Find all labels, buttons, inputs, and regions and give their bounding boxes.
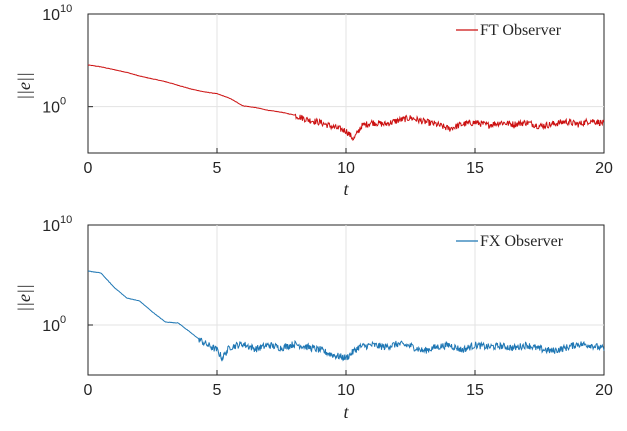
x-tick-label: 20 bbox=[595, 382, 613, 399]
x-tick-label: 10 bbox=[337, 160, 355, 177]
series-line-ft-observer bbox=[87, 64, 605, 142]
y-tick-exponent: 10 bbox=[60, 3, 72, 15]
x-tick-label: 15 bbox=[466, 382, 484, 399]
y-tick-exponent: 0 bbox=[60, 314, 66, 326]
x-tick-label: 20 bbox=[595, 160, 613, 177]
x-tick-label: 0 bbox=[84, 160, 93, 177]
y-axis-label: ||e|| bbox=[14, 72, 34, 100]
x-tick-label: 5 bbox=[213, 160, 222, 177]
x-axis-label: t bbox=[343, 179, 349, 199]
series-line-fx-observer bbox=[87, 270, 605, 362]
x-tick-label: 5 bbox=[213, 382, 222, 399]
legend-label: FT Observer bbox=[480, 22, 562, 39]
legend: FX Observer bbox=[456, 233, 564, 250]
y-tick-label: 10 bbox=[42, 218, 60, 235]
x-ticks: 0 5 10 15 20 bbox=[84, 370, 613, 399]
series-layer bbox=[87, 64, 605, 142]
legend: FT Observer bbox=[456, 22, 562, 39]
y-tick-exponent: 10 bbox=[60, 214, 72, 226]
y-axis-label: ||e|| bbox=[14, 284, 34, 312]
legend-label: FX Observer bbox=[480, 233, 564, 250]
grid bbox=[88, 225, 604, 375]
y-tick-exponent: 0 bbox=[60, 96, 66, 108]
series-layer bbox=[87, 270, 605, 362]
x-tick-label: 0 bbox=[84, 382, 93, 399]
y-tick-label: 10 bbox=[42, 318, 60, 335]
x-tick-label: 15 bbox=[466, 160, 484, 177]
x-tick-label: 10 bbox=[337, 382, 355, 399]
x-axis-label: t bbox=[343, 402, 349, 422]
y-tick-label: 10 bbox=[42, 100, 60, 117]
y-tick-label: 10 bbox=[42, 7, 60, 24]
x-ticks: 0 5 10 15 20 bbox=[84, 148, 613, 177]
